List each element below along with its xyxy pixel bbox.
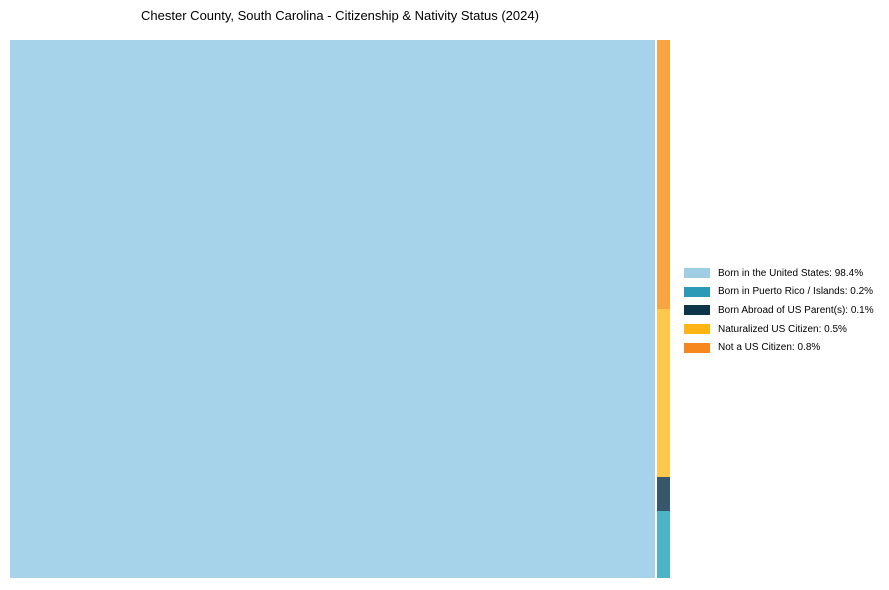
legend-row-born-in-united-states: Born in the United States: 98.4% (684, 264, 874, 283)
legend: Born in the United States: 98.4% Born in… (684, 264, 874, 357)
legend-label: Naturalized US Citizen: 0.5% (718, 323, 847, 335)
treemap-cell-born-in-puerto-rico-islands (657, 510, 670, 578)
legend-label: Born in the United States: 98.4% (718, 267, 864, 279)
treemap-strip (657, 40, 670, 578)
treemap-cell-naturalized-us-citizen (657, 309, 670, 478)
legend-row-born-abroad-of-us-parents: Born Abroad of US Parent(s): 0.1% (684, 301, 874, 320)
legend-row-not-a-us-citizen: Not a US Citizen: 0.8% (684, 338, 874, 357)
legend-swatch-born-abroad-of-us-parents (684, 305, 710, 316)
treemap-cell-born-in-united-states (10, 40, 655, 578)
legend-label: Born Abroad of US Parent(s): 0.1% (718, 304, 874, 316)
legend-label: Born in Puerto Rico / Islands: 0.2% (718, 286, 874, 298)
legend-row-born-in-puerto-rico-islands: Born in Puerto Rico / Islands: 0.2% (684, 283, 874, 302)
legend-row-naturalized-us-citizen: Naturalized US Citizen: 0.5% (684, 320, 874, 339)
treemap-plot (10, 40, 670, 578)
treemap-cell-born-abroad-of-us-parent-s (657, 477, 670, 511)
chart-title: Chester County, South Carolina - Citizen… (141, 8, 539, 23)
legend-swatch-born-in-united-states (684, 268, 710, 279)
legend-label: Not a US Citizen: 0.8% (718, 342, 821, 354)
legend-swatch-born-in-puerto-rico-islands (684, 286, 710, 297)
legend-swatch-naturalized-us-citizen (684, 324, 710, 335)
treemap-cell-not-a-us-citizen (657, 40, 670, 309)
legend-swatch-not-a-us-citizen (684, 342, 710, 353)
